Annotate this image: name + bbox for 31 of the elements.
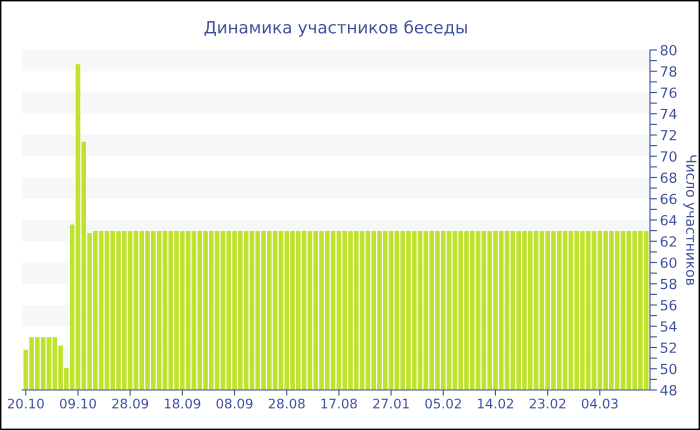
y-tick-label: 72 <box>660 130 676 140</box>
y-tick-label: 48 <box>660 384 676 396</box>
x-tick-label: 04.03 <box>582 398 618 409</box>
x-tick-label: 23.02 <box>530 398 566 409</box>
x-tick-label: 28.09 <box>112 398 148 409</box>
y-tick-label: 80 <box>660 44 676 56</box>
y-tick-label: 58 <box>660 278 676 290</box>
y-tick-label: 76 <box>660 87 677 98</box>
y-tick-label: 60 <box>660 257 676 268</box>
y-tick-label: 66 <box>660 194 677 204</box>
x-tick-label: 14.02 <box>478 398 514 409</box>
y-tick-label: 68 <box>660 172 676 183</box>
x-tick-label: 18.09 <box>164 398 200 409</box>
x-tick-label: 27.01 <box>373 398 409 409</box>
y-tick-label: 70 <box>660 151 676 162</box>
y-tick-label: 52 <box>660 342 676 353</box>
x-tick-label: 05.02 <box>425 398 461 409</box>
x-tick-label: 20.10 <box>8 398 44 409</box>
x-tick-label: 17.08 <box>321 398 357 409</box>
x-tick-label: 08.09 <box>216 398 252 409</box>
x-tick-label: 09.10 <box>60 398 96 409</box>
chart-title: Динамика участников беседы <box>204 20 467 37</box>
y-tick-label: 56 <box>660 300 677 310</box>
x-tick-label: 28.08 <box>268 398 305 409</box>
y-tick-label: 54 <box>660 321 677 332</box>
y-tick-label: 78 <box>660 66 676 77</box>
y-tick-label: 64 <box>660 214 677 226</box>
y-tick-label: 74 <box>660 108 677 120</box>
y-tick-label: 62 <box>660 236 676 247</box>
y-tick-label: 50 <box>660 364 676 374</box>
y-axis-title: Число участников <box>683 155 696 286</box>
